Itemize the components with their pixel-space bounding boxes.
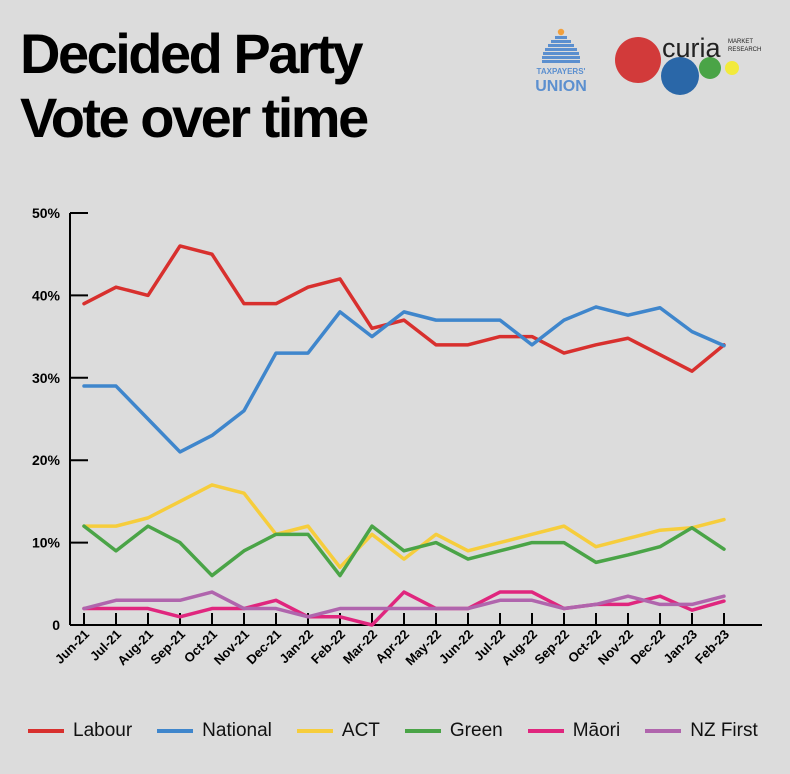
y-tick-label: 40% (32, 287, 61, 303)
legend-label: Labour (73, 720, 133, 741)
legend-swatch (296, 729, 333, 733)
legend-swatch (527, 729, 564, 733)
line-chart: 010%20%30%40%50%Jun-21Jul-21Aug-21Sep-21… (32, 205, 762, 669)
taxpayers-union-logo: TAXPAYERS' UNION (536, 28, 586, 95)
series-line-labour (82, 244, 726, 373)
legend-swatch (157, 729, 194, 733)
y-tick-label: 50% (32, 205, 61, 221)
x-tick-label: Jan-22 (276, 627, 316, 667)
series-line-nz-first (82, 590, 726, 619)
x-tick-label: Sep-21 (147, 627, 188, 668)
curia-research: RESEARCH (728, 47, 761, 53)
x-tick-label: Feb-22 (308, 627, 348, 667)
x-tick-label: Mar-22 (340, 627, 380, 667)
legend-item: ACT (296, 720, 380, 742)
legend-swatch (645, 729, 682, 733)
legend-label: National (202, 720, 272, 741)
curia-wordmark: curia (662, 33, 722, 63)
series-line-act (82, 483, 726, 570)
legend-label: ACT (341, 720, 380, 741)
x-tick-label: Nov-21 (211, 627, 252, 668)
y-tick-label: 10% (32, 535, 61, 551)
x-tick-label: Feb-23 (692, 627, 732, 667)
legend-label: NZ First (690, 720, 758, 741)
taxpayers-union-line-2: UNION (536, 78, 586, 95)
x-tick-label: Dec-21 (243, 627, 284, 668)
series-line-m-ori (82, 590, 726, 627)
chart-title-line-2: Vote over time (20, 86, 369, 149)
x-tick-label: Jun-22 (436, 627, 476, 667)
legend-item: Māori (527, 720, 621, 742)
x-tick-label: Nov-22 (595, 627, 636, 668)
legend-item: Green (404, 720, 503, 742)
legend-swatch (404, 729, 441, 733)
chart-legend: Labour National ACT Green Māori NZ First (28, 720, 783, 742)
curia-logo: curia MARKET RESEARCH (615, 33, 761, 95)
y-tick-label: 20% (32, 452, 61, 468)
x-tick-label: Dec-22 (627, 627, 668, 668)
legend-label: Green (449, 720, 503, 741)
chart-title-line-1: Decided Party (20, 22, 363, 85)
legend-label: Māori (572, 720, 621, 741)
legend-swatch (28, 729, 64, 733)
legend-item: National (157, 720, 272, 742)
taxpayers-union-line-1: TAXPAYERS' (537, 67, 586, 76)
series-line-national (82, 305, 726, 454)
legend-item: NZ First (645, 720, 758, 742)
x-tick-label: Aug-21 (114, 627, 156, 669)
x-tick-label: Sep-22 (531, 627, 572, 668)
chart-title: Decided Party Vote over time (20, 22, 369, 150)
y-tick-label: 30% (32, 370, 61, 386)
legend-item: Labour (28, 720, 132, 742)
x-tick-label: May-22 (402, 627, 444, 669)
curia-market: MARKET (728, 39, 753, 45)
y-tick-label: 0 (52, 617, 60, 633)
x-tick-label: Aug-22 (498, 627, 540, 669)
x-tick-label: Jan-23 (660, 627, 700, 667)
series-line-green (82, 524, 726, 578)
